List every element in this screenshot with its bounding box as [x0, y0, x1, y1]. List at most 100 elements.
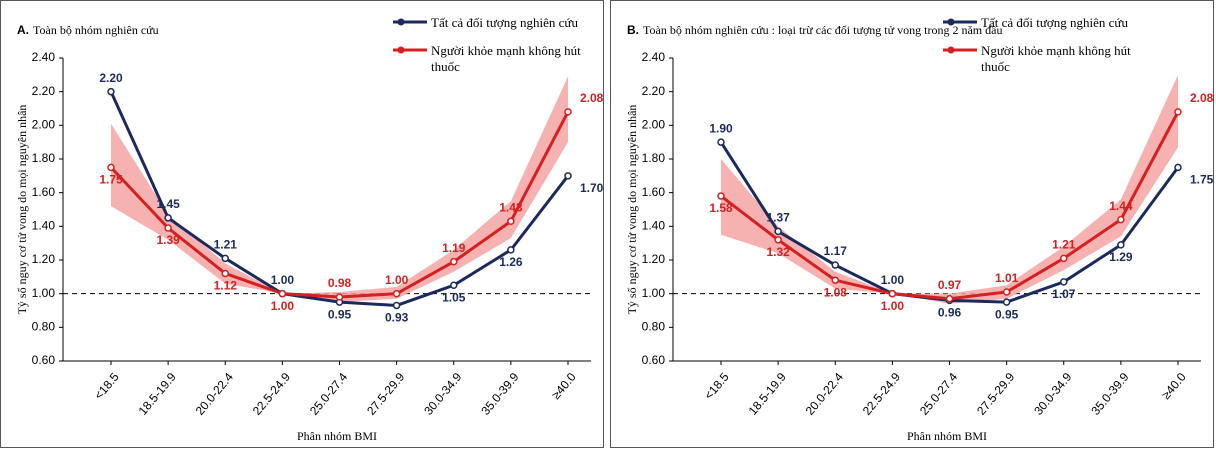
- legend-marker: [947, 18, 955, 26]
- x-tick-label: 35.0-39.9: [478, 370, 522, 418]
- legend-marker: [397, 46, 405, 54]
- value-label: 1.21: [1052, 237, 1076, 251]
- panel-label: A.: [17, 23, 29, 37]
- x-axis-label: Phân nhóm BMI: [297, 429, 377, 443]
- y-tick-label: 2.40: [642, 50, 666, 64]
- value-label: 0.95: [995, 307, 1019, 321]
- y-tick-label: 1.40: [32, 219, 56, 233]
- x-tick-label: 25.0-27.4: [307, 370, 351, 418]
- x-tick-label: 18.5-19.9: [136, 370, 180, 418]
- y-tick-label: 0.80: [642, 320, 666, 334]
- data-point: [717, 192, 725, 200]
- legend-swatch: [943, 46, 977, 54]
- data-point: [1060, 278, 1068, 286]
- y-tick-label: 1.60: [642, 185, 666, 199]
- x-tick-label: 20.0-22.4: [193, 370, 237, 418]
- legend-item: Người khỏe mạnh không hút thuốc: [943, 43, 1158, 75]
- data-point: [1002, 288, 1011, 296]
- legend-item: Tất cả đối tượng nghiên cứu: [393, 15, 603, 31]
- value-label: 1.44: [1109, 199, 1133, 213]
- value-label: 1.00: [385, 273, 409, 287]
- value-label: 1.90: [709, 121, 733, 135]
- legend-label: Tất cả đối tượng nghiên cứu: [431, 15, 578, 30]
- value-label: 0.98: [328, 276, 352, 290]
- legend-label: Người khỏe mạnh không hút thuốc: [431, 43, 581, 74]
- legend-item: Người khỏe mạnh không hút thuốc: [393, 43, 603, 75]
- x-tick-label: 22.5-24.9: [860, 370, 904, 418]
- value-label: 1.32: [766, 245, 790, 259]
- value-label: 2.08: [1190, 91, 1214, 105]
- y-tick-label: 0.60: [642, 353, 666, 367]
- data-point: [1002, 298, 1011, 306]
- value-label: 1.00: [271, 273, 295, 287]
- value-label: 1.00: [271, 299, 295, 313]
- y-tick-label: 1.80: [32, 151, 56, 165]
- x-tick-label: 30.0-34.9: [421, 370, 465, 418]
- x-tick-label: 30.0-34.9: [1031, 370, 1075, 418]
- value-label: 1.01: [995, 271, 1019, 285]
- chart: A. Toàn bộ nhóm nghiên cứu 0.60 0.80 1.00 1.2…: [15, 23, 604, 443]
- y-tick-label: 1.80: [642, 151, 666, 165]
- y-tick-label: 1.40: [642, 219, 666, 233]
- chart-panel: B. Toàn bộ nhóm nghiên cứu : loại trừ các…: [610, 0, 1214, 448]
- y-tick-label: 2.20: [32, 84, 56, 98]
- data-point: [507, 246, 515, 254]
- data-point: [450, 257, 458, 266]
- legend-marker: [947, 46, 955, 54]
- value-label: 1.17: [824, 244, 848, 258]
- data-point: [1060, 254, 1068, 263]
- value-label: 0.93: [385, 311, 409, 325]
- chart: B. Toàn bộ nhóm nghiên cứu : loại trừ các…: [625, 23, 1214, 443]
- confidence-band: [721, 74, 1178, 304]
- y-axis-label: Tỷ số nguy cơ tử vong do mọi nguyên nhân: [625, 105, 639, 315]
- chart-title: A. Toàn bộ nhóm nghiên cứu: [17, 23, 159, 37]
- data-point: [1117, 241, 1125, 249]
- x-tick-label: <18.5: [91, 370, 121, 403]
- y-tick-label: 2.40: [32, 50, 56, 64]
- y-tick-label: 2.00: [32, 118, 56, 132]
- data-point: [1174, 163, 1182, 172]
- data-point: [945, 294, 954, 303]
- value-label: 1.00: [881, 273, 905, 287]
- y-tick-label: 0.60: [32, 353, 56, 367]
- data-point: [1174, 108, 1182, 116]
- y-tick-label: 2.00: [642, 118, 666, 132]
- y-tick-label: 2.20: [642, 84, 666, 98]
- data-point: [888, 289, 897, 298]
- x-axis-label: Phân nhóm BMI: [907, 429, 987, 443]
- x-tick-label: 18.5-19.9: [746, 370, 790, 418]
- data-point: [164, 224, 172, 232]
- data-point: [164, 214, 172, 222]
- value-label: 0.96: [938, 306, 962, 320]
- y-tick-label: 0.80: [32, 320, 56, 334]
- x-tick-label: 20.0-22.4: [803, 370, 847, 418]
- panel-label: B.: [627, 23, 639, 37]
- data-point: [392, 301, 401, 310]
- value-label: 1.21: [214, 237, 238, 251]
- legend-swatch: [393, 46, 427, 54]
- data-point: [831, 261, 839, 269]
- legend-label: Người khỏe mạnh không hút thuốc: [981, 43, 1131, 74]
- value-label: 1.12: [214, 279, 238, 293]
- data-point: [1117, 215, 1125, 224]
- legend-label: Tất cả đối tượng nghiên cứu: [981, 15, 1128, 30]
- chart-title: B. Toàn bộ nhóm nghiên cứu : loại trừ các…: [627, 23, 1002, 37]
- value-label: 1.58: [709, 201, 733, 215]
- data-point: [392, 289, 401, 298]
- x-tick-label: 27.5-29.9: [364, 370, 408, 418]
- x-tick-label: <18.5: [701, 370, 731, 403]
- value-label: 1.29: [1109, 250, 1133, 264]
- x-tick-label: 35.0-39.9: [1088, 370, 1132, 418]
- value-label: 1.37: [766, 211, 790, 225]
- x-tick-label: 27.5-29.9: [974, 370, 1018, 418]
- legend-item: Tất cả đối tượng nghiên cứu: [943, 15, 1158, 31]
- title-text: Toàn bộ nhóm nghiên cứu: [33, 23, 159, 37]
- legend-marker: [397, 18, 405, 26]
- value-label: 1.19: [442, 241, 466, 255]
- y-tick-label: 1.00: [642, 286, 666, 300]
- value-label: 2.08: [580, 91, 604, 105]
- value-label: 1.26: [499, 255, 523, 269]
- value-label: 0.97: [938, 278, 962, 292]
- title-text: Toàn bộ nhóm nghiên cứu : loại trừ các đ…: [643, 23, 1002, 37]
- data-point: [107, 87, 115, 96]
